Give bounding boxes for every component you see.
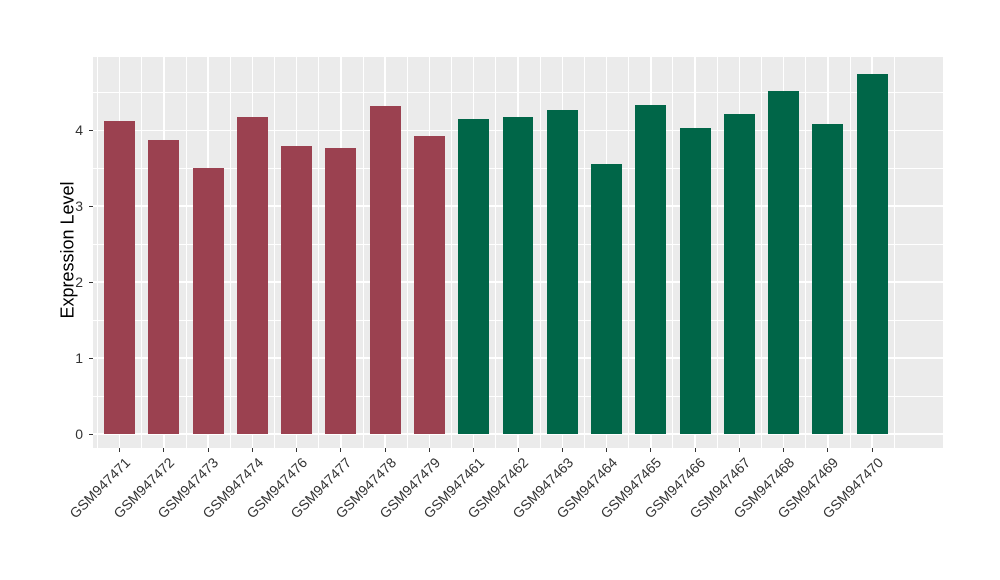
- y-tick-mark: [89, 433, 93, 435]
- v-gridline-minor: [96, 57, 98, 448]
- v-gridline-minor: [716, 57, 718, 448]
- y-tick-label: 4: [75, 122, 83, 139]
- bar-GSM947471: [104, 120, 136, 434]
- y-tick-label: 1: [75, 350, 83, 367]
- bar-GSM947469: [812, 124, 844, 434]
- y-axis-title: Expression Level: [57, 181, 78, 319]
- bar-GSM947461: [458, 119, 490, 434]
- bar-GSM947465: [635, 105, 667, 434]
- x-tick-mark: [871, 448, 873, 452]
- v-gridline-minor: [274, 57, 275, 448]
- x-tick-mark: [606, 448, 608, 452]
- bar-GSM947474: [236, 116, 268, 434]
- bar-GSM947472: [148, 139, 180, 434]
- x-tick-mark: [163, 448, 165, 452]
- bar-GSM947467: [723, 113, 755, 434]
- x-tick-mark: [251, 448, 253, 452]
- v-gridline-minor: [805, 57, 807, 448]
- bar-GSM947478: [369, 106, 401, 434]
- x-tick-mark: [517, 448, 519, 452]
- x-tick-mark: [428, 448, 430, 452]
- bar-GSM947464: [591, 163, 623, 434]
- y-tick-mark: [89, 205, 93, 207]
- x-tick-mark: [561, 448, 563, 452]
- v-gridline-minor: [672, 57, 674, 448]
- v-gridline-minor: [761, 57, 762, 448]
- v-gridline-minor: [141, 57, 143, 448]
- x-tick-mark: [783, 448, 785, 452]
- bar-GSM947463: [546, 109, 578, 434]
- v-gridline-minor: [495, 57, 497, 448]
- bar-GSM947476: [281, 146, 313, 434]
- h-gridline-minor: [93, 92, 943, 93]
- x-tick-mark: [694, 448, 696, 452]
- y-tick-mark: [89, 357, 93, 359]
- h-gridline-major: [93, 433, 943, 435]
- y-tick-label: 0: [75, 426, 83, 442]
- bar-GSM947466: [679, 128, 711, 434]
- bar-GSM947473: [192, 167, 224, 434]
- v-gridline-minor: [539, 57, 541, 448]
- v-gridline-minor: [849, 57, 851, 448]
- bar-GSM947477: [325, 147, 357, 434]
- v-gridline-minor: [628, 57, 630, 448]
- v-gridline-minor: [185, 57, 187, 448]
- x-tick-mark: [650, 448, 652, 452]
- x-tick-mark: [340, 448, 342, 452]
- v-gridline-minor: [362, 57, 364, 448]
- x-tick-mark: [119, 448, 121, 452]
- bar-GSM947462: [502, 117, 534, 434]
- x-tick-mark: [827, 448, 829, 452]
- v-gridline-minor: [893, 57, 895, 448]
- y-tick-label: 2: [75, 274, 83, 291]
- y-tick-mark: [89, 281, 93, 283]
- v-gridline-minor: [451, 57, 453, 448]
- v-gridline-minor: [583, 57, 585, 448]
- plot-panel: [93, 57, 943, 448]
- x-tick-mark: [384, 448, 386, 452]
- v-gridline-minor: [318, 57, 320, 448]
- x-tick-mark: [296, 448, 298, 452]
- y-tick-label: 3: [75, 198, 83, 215]
- v-gridline-minor: [406, 57, 408, 448]
- x-tick-mark: [738, 448, 740, 452]
- x-tick-mark: [207, 448, 209, 452]
- bar-GSM947479: [413, 135, 445, 434]
- x-tick-mark: [473, 448, 475, 452]
- v-gridline-minor: [229, 57, 231, 448]
- bar-GSM947468: [768, 90, 800, 434]
- bar-GSM947470: [856, 74, 888, 434]
- y-tick-mark: [89, 129, 93, 131]
